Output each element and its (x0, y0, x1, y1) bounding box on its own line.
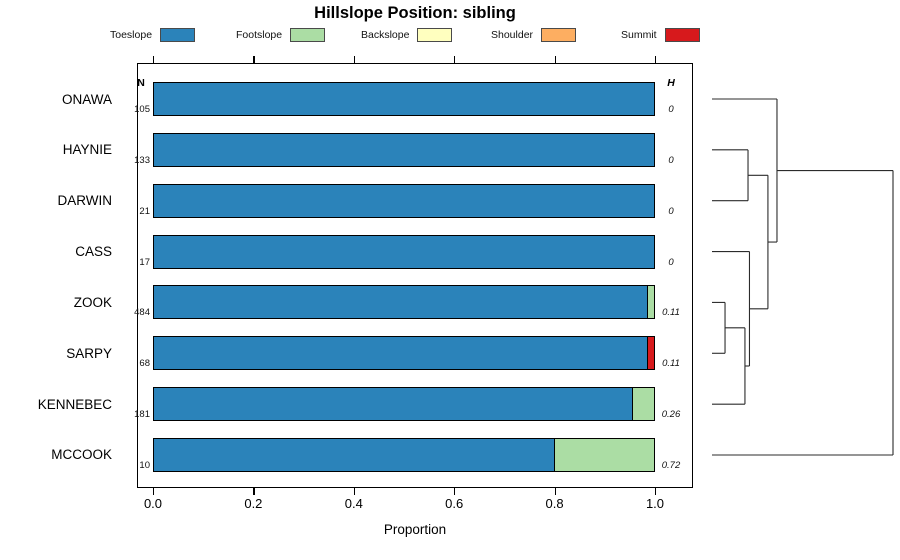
n-value: 17 (139, 256, 150, 268)
bar-segment-toeslope (154, 133, 654, 166)
n-value: 10 (139, 459, 150, 471)
x-tick-label: 0.8 (545, 496, 564, 511)
x-tick-label: 0.4 (344, 496, 363, 511)
x-tick-bottom (454, 488, 456, 495)
n-value: 484 (134, 307, 150, 319)
x-tick-bottom (655, 488, 657, 495)
row-label-haynie: HAYNIE (62, 142, 112, 158)
n-value: 21 (139, 205, 150, 217)
h-column-header: H (667, 77, 675, 89)
x-tick-top (454, 56, 456, 63)
x-tick-top (153, 56, 155, 63)
row-label-mccook: MCCOOK (51, 447, 112, 463)
legend-swatch-backslope (417, 27, 453, 42)
bar-segment-toeslope (154, 438, 554, 471)
h-value: 0 (668, 205, 674, 217)
bar-kennebec (153, 387, 655, 422)
x-axis-label: Proportion (383, 522, 447, 537)
h-value: 0.26 (661, 409, 681, 421)
x-tick-bottom (153, 488, 155, 495)
h-value: 0.72 (661, 459, 681, 471)
h-value: 0.11 (662, 358, 680, 370)
row-label-kennebec: KENNEBEC (37, 396, 112, 412)
bar-segment-footslope (646, 286, 654, 319)
legend-item-footslope: Footslope (236, 26, 326, 42)
bar-segment-toeslope (154, 337, 647, 370)
legend-item-backslope: Backslope (361, 26, 453, 42)
x-tick-bottom (353, 488, 355, 495)
x-tick-label: 1.0 (645, 496, 665, 511)
n-value: 68 (139, 358, 150, 370)
h-value: 0 (668, 104, 674, 115)
bar-zook (153, 285, 655, 320)
x-tick-bottom (554, 488, 556, 495)
n-value: 105 (134, 104, 150, 115)
x-tick-label: 0.6 (445, 496, 464, 511)
x-tick-label: 0.0 (143, 496, 163, 511)
x-tick-bottom (253, 488, 255, 495)
legend-swatch-toeslope (160, 27, 196, 42)
n-column-header: N (137, 77, 145, 89)
legend-item-shoulder: Shoulder (491, 26, 577, 42)
legend-label: Backslope (361, 28, 410, 41)
bar-mccook (153, 437, 655, 472)
bar-cass (153, 234, 655, 269)
legend-label: Footslope (236, 28, 283, 41)
legend-label: Shoulder (491, 28, 534, 41)
bar-onawa (153, 82, 655, 116)
legend-swatch-shoulder (541, 27, 577, 42)
row-label-cass: CASS (75, 244, 112, 260)
row-label-sarpy: SARPY (66, 345, 112, 361)
h-value: 0 (668, 154, 674, 166)
bar-segment-footslope (632, 388, 654, 421)
bar-haynie (153, 132, 655, 167)
h-value: 0 (668, 256, 674, 268)
legend-swatch-summit (664, 27, 700, 42)
h-value: 0.11 (662, 307, 680, 319)
x-tick-top (253, 56, 255, 63)
x-tick-top (353, 56, 355, 63)
x-tick-top (655, 56, 657, 63)
row-label-zook: ZOOK (73, 294, 112, 310)
row-label-onawa: ONAWA (62, 91, 112, 107)
row-label-darwin: DARWIN (57, 193, 112, 209)
bar-segment-toeslope (154, 286, 647, 319)
bar-darwin (153, 183, 655, 218)
chart-title: Hillslope Position: sibling (314, 4, 516, 22)
x-tick-label: 0.2 (244, 496, 263, 511)
plot-box (137, 63, 693, 488)
bar-segment-toeslope (154, 235, 654, 268)
n-value: 133 (134, 154, 150, 166)
bar-segment-footslope (554, 438, 654, 471)
bar-segment-toeslope (154, 83, 654, 115)
dendrogram (712, 98, 894, 456)
n-value: 181 (134, 409, 150, 421)
legend-label: Toeslope (110, 28, 153, 41)
bar-segment-toeslope (154, 184, 654, 217)
legend-item-summit: Summit (621, 26, 700, 42)
x-tick-top (554, 56, 556, 63)
legend-item-toeslope: Toeslope (110, 26, 196, 42)
legend-label: Summit (621, 28, 657, 41)
bar-segment-summit (646, 337, 654, 370)
bar-segment-toeslope (154, 388, 632, 421)
legend-swatch-footslope (290, 27, 326, 42)
bar-sarpy (153, 336, 655, 371)
